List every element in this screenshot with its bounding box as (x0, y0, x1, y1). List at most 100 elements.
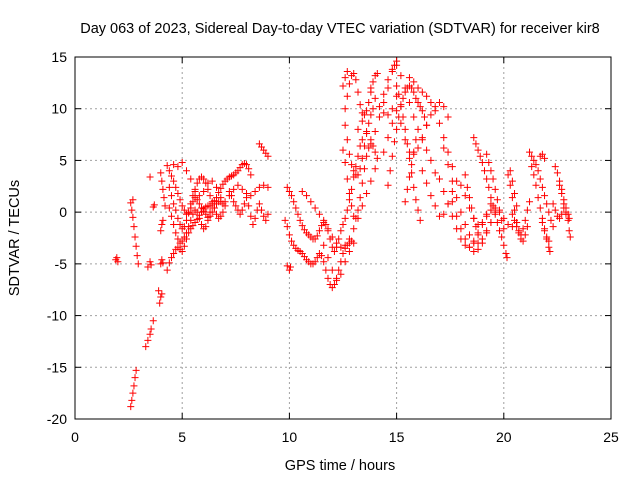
data-point (472, 140, 480, 148)
data-point (285, 187, 293, 195)
data-point (339, 250, 347, 258)
x-tick-label: 15 (389, 429, 405, 445)
data-point (448, 177, 456, 185)
data-point (193, 208, 201, 216)
data-points (112, 57, 574, 411)
data-point (236, 210, 244, 218)
data-point (487, 206, 495, 214)
data-point (556, 181, 564, 189)
data-point (536, 204, 544, 212)
data-point (418, 134, 426, 142)
data-point (410, 88, 418, 96)
data-point (348, 185, 356, 193)
data-point (339, 82, 347, 90)
data-point (238, 185, 246, 193)
data-point (532, 181, 540, 189)
data-point (243, 161, 251, 169)
data-point (348, 161, 356, 169)
data-point (496, 206, 504, 214)
data-point (172, 206, 180, 214)
data-point (251, 214, 259, 222)
data-point (487, 167, 495, 175)
data-point (418, 107, 426, 115)
data-point (365, 99, 373, 107)
data-point (130, 382, 138, 390)
data-point (519, 225, 527, 233)
data-point (414, 206, 422, 214)
data-point (163, 162, 171, 170)
data-point (380, 90, 388, 98)
data-point (174, 235, 182, 243)
data-point (493, 196, 501, 204)
data-point (247, 212, 255, 220)
data-point (210, 204, 218, 212)
data-point (335, 266, 343, 274)
data-point (384, 134, 392, 142)
data-point (461, 235, 469, 243)
data-point (440, 187, 448, 195)
data-point (461, 171, 469, 179)
data-point (170, 177, 178, 185)
data-point (339, 146, 347, 154)
series-block-21-23h (526, 148, 574, 255)
data-point (536, 175, 544, 183)
data-point (493, 218, 501, 226)
data-point (187, 216, 195, 224)
data-point (384, 111, 392, 119)
data-point (491, 185, 499, 193)
data-point (283, 223, 291, 231)
data-point (182, 167, 190, 175)
data-point (157, 293, 165, 301)
data-point (461, 221, 469, 229)
data-point (530, 156, 538, 164)
data-point (200, 187, 208, 195)
data-point (160, 194, 168, 202)
data-point (543, 233, 551, 241)
data-point (478, 158, 486, 166)
data-point (470, 134, 478, 142)
data-point (311, 204, 319, 212)
data-point (397, 72, 405, 80)
data-point (313, 254, 321, 262)
data-point (375, 113, 383, 121)
data-point (405, 173, 413, 181)
data-point (523, 206, 531, 214)
data-point (405, 99, 413, 107)
data-point (515, 229, 523, 237)
data-point (513, 223, 521, 231)
data-point (345, 150, 353, 158)
data-point (360, 111, 368, 119)
data-point (146, 173, 154, 181)
data-point (427, 192, 435, 200)
data-point (290, 198, 298, 206)
x-tick-label: 25 (603, 429, 619, 445)
y-axis-label: SDTVAR / TECUs (7, 180, 23, 296)
data-point (503, 254, 511, 262)
y-tick-label: 15 (51, 49, 67, 65)
data-point (113, 254, 121, 262)
data-point (465, 243, 473, 251)
data-point (519, 237, 527, 245)
data-point (384, 181, 392, 189)
data-point (187, 175, 195, 183)
data-point (178, 247, 186, 255)
data-point (296, 216, 304, 224)
data-point (521, 231, 529, 239)
data-point (330, 281, 338, 289)
data-point (498, 216, 506, 224)
data-point (258, 206, 266, 214)
data-point (264, 210, 272, 218)
data-point (483, 210, 491, 218)
data-point (528, 163, 536, 171)
data-point (185, 223, 193, 231)
data-point (504, 221, 512, 229)
data-point (566, 233, 574, 241)
data-point (180, 233, 188, 241)
data-point (553, 169, 561, 177)
data-point (538, 183, 546, 191)
data-point (343, 92, 351, 100)
data-point (435, 119, 443, 127)
data-point (285, 231, 293, 239)
data-point (178, 202, 186, 210)
